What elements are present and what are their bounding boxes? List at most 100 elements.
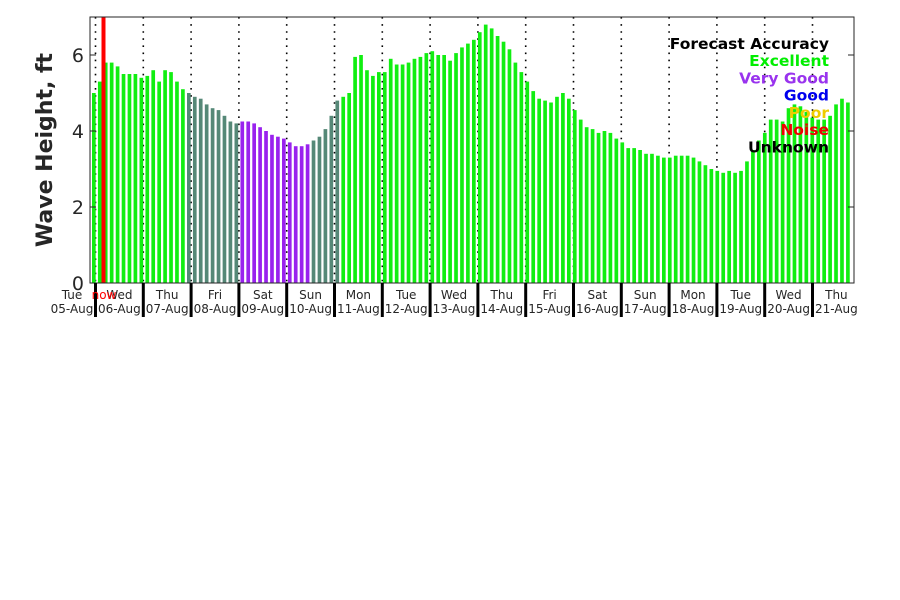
bar: [656, 155, 660, 283]
y-axis-label: Wave Height, ft: [33, 52, 58, 247]
bar: [204, 104, 209, 284]
bar: [786, 108, 791, 283]
x-day-label: Wed: [776, 288, 802, 302]
bar: [246, 121, 251, 283]
bar: [673, 155, 678, 283]
bar: [667, 157, 672, 283]
x-date-label: 05-Aug: [51, 302, 94, 316]
bar: [418, 56, 423, 284]
bar: [406, 62, 411, 283]
bar: [127, 74, 132, 283]
bar: [757, 140, 761, 283]
bar: [804, 112, 809, 283]
bar: [442, 55, 446, 283]
x-date-label: 21-Aug: [815, 302, 858, 316]
bar: [584, 127, 589, 283]
bar: [774, 119, 779, 283]
bar: [264, 131, 268, 283]
bar: [121, 74, 126, 283]
bar: [703, 165, 708, 283]
bar: [792, 104, 797, 284]
bar: [697, 161, 702, 283]
bar: [329, 115, 334, 283]
bar: [139, 77, 144, 283]
bar: [347, 93, 351, 283]
x-day-label: Sun: [299, 288, 322, 302]
bar: [531, 91, 536, 283]
bar: [489, 28, 494, 284]
bar: [151, 70, 156, 283]
x-day-label: Thu: [490, 288, 514, 302]
axis-ticks: 0 2 4 6: [72, 45, 854, 317]
legend-entry: Good: [784, 87, 829, 105]
bar: [798, 106, 803, 283]
bar: [234, 123, 239, 284]
bar: [353, 56, 357, 284]
x-date-label: 06-Aug: [98, 302, 141, 316]
bar: [287, 142, 292, 283]
bar: [543, 100, 547, 283]
y-tick-label: 6: [72, 45, 84, 67]
bar: [317, 136, 322, 283]
x-date-label: 16-Aug: [576, 302, 619, 316]
bar: [567, 98, 571, 283]
bar: [745, 161, 749, 283]
x-day-label: Thu: [155, 288, 179, 302]
bar: [679, 155, 684, 283]
x-date-label: 09-Aug: [241, 302, 284, 316]
bar: [454, 53, 458, 283]
bar: [555, 96, 559, 283]
bar: [258, 127, 262, 283]
x-day-label: Mon: [346, 288, 371, 302]
bar: [501, 41, 506, 284]
bar: [691, 157, 696, 283]
x-date-label: 07-Aug: [146, 302, 189, 316]
x-date-label: 15-Aug: [528, 302, 571, 316]
bar: [430, 51, 435, 284]
bar: [840, 98, 844, 283]
y-tick-label: 4: [72, 121, 84, 143]
bar: [513, 62, 518, 283]
bar: [412, 58, 417, 283]
bar: [175, 81, 179, 283]
bar: [222, 115, 227, 283]
x-day-label: Tue: [730, 288, 752, 302]
legend-entry: Noise: [780, 121, 829, 139]
bar: [614, 138, 619, 283]
bar: [460, 47, 464, 284]
x-date-label: 08-Aug: [194, 302, 237, 316]
bar: [424, 53, 429, 283]
bar: [359, 55, 363, 283]
bar: [834, 104, 838, 284]
x-day-label: Sat: [253, 288, 273, 302]
bar: [377, 72, 381, 283]
bar: [572, 110, 577, 283]
x-day-label: Wed: [441, 288, 467, 302]
bar: [103, 62, 108, 283]
bar: [163, 70, 167, 283]
bar: [768, 119, 773, 283]
x-day-label: Tue: [395, 288, 417, 302]
now-label: now: [92, 288, 117, 302]
bar: [507, 49, 512, 283]
x-date-label: 13-Aug: [433, 302, 476, 316]
bar: [97, 81, 102, 283]
x-day-label: Mon: [680, 288, 705, 302]
x-tick-labels: Tue05-AugWed06-AugThu07-AugFri08-AugSat0…: [51, 288, 858, 316]
bar: [762, 132, 767, 283]
bar: [495, 36, 500, 283]
bar: [519, 72, 524, 283]
bar: [727, 170, 731, 283]
bar: [596, 132, 601, 283]
bar: [620, 142, 625, 283]
bar: [537, 98, 541, 283]
bar: [626, 148, 631, 283]
legend-entry: Poor: [789, 104, 830, 122]
bar: [644, 153, 648, 283]
bar: [739, 170, 743, 283]
bar: [394, 64, 399, 283]
bar: [210, 108, 215, 283]
bar: [371, 75, 375, 284]
